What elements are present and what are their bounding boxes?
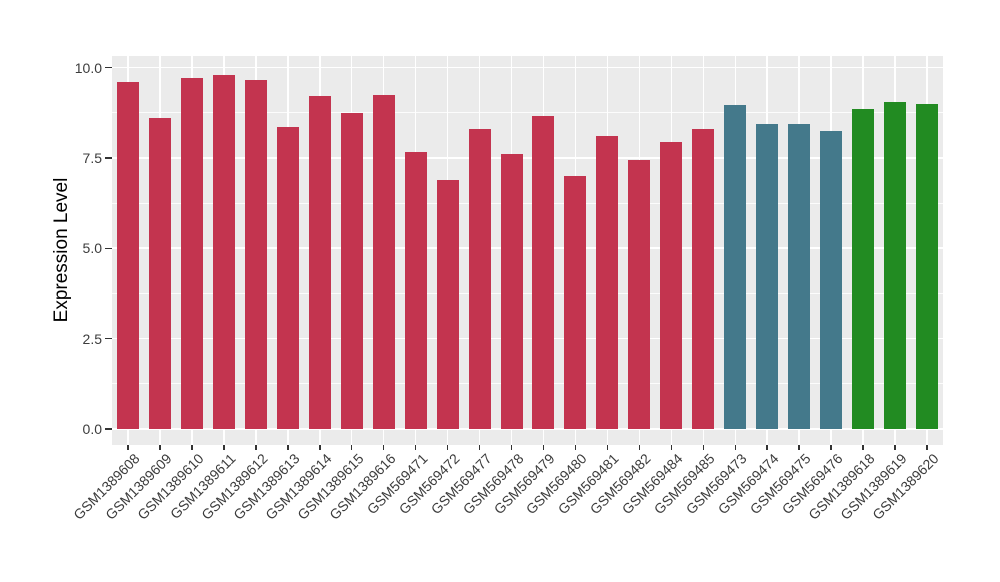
x-tick-mark xyxy=(382,445,385,450)
bar xyxy=(468,128,491,429)
bar xyxy=(756,123,779,429)
y-minor-gridline xyxy=(112,112,943,114)
y-major-gridline xyxy=(112,247,943,250)
y-tick-mark xyxy=(105,157,112,159)
x-tick-mark xyxy=(894,445,896,450)
bar xyxy=(532,116,555,429)
x-tick-mark xyxy=(414,445,417,450)
plot-panel xyxy=(112,56,943,445)
x-tick-mark xyxy=(606,445,609,450)
y-major-gridline xyxy=(112,428,943,430)
bar xyxy=(372,94,395,429)
bar xyxy=(788,123,811,429)
x-tick-mark xyxy=(542,445,545,450)
bar xyxy=(436,179,459,429)
x-tick-mark xyxy=(766,445,768,450)
x-tick-mark xyxy=(670,445,673,450)
y-major-gridline xyxy=(112,66,943,69)
bar xyxy=(500,154,523,429)
y-tick-mark xyxy=(105,66,112,69)
x-tick-mark xyxy=(798,445,800,450)
x-tick-mark xyxy=(478,445,481,450)
x-tick-mark xyxy=(446,445,449,450)
bar xyxy=(276,127,299,429)
x-tick-mark xyxy=(159,445,161,450)
bar xyxy=(884,101,907,429)
y-tick-mark xyxy=(105,428,112,430)
y-minor-gridline xyxy=(112,383,943,385)
y-tick-label: 2.5 xyxy=(82,330,102,347)
x-tick-mark xyxy=(255,445,257,450)
y-tick-label: 0.0 xyxy=(82,421,102,437)
y-tick-label: 7.5 xyxy=(82,149,102,166)
bar xyxy=(596,136,619,429)
x-tick-mark xyxy=(191,445,193,450)
x-tick-mark xyxy=(862,445,864,450)
x-tick-mark xyxy=(319,445,321,450)
y-tick-label: 10.0 xyxy=(74,59,102,76)
x-tick-mark xyxy=(638,445,641,450)
x-tick-mark xyxy=(223,445,225,450)
bar xyxy=(308,96,331,429)
y-tick-label: 5.0 xyxy=(82,240,102,257)
bar xyxy=(564,175,587,429)
y-major-gridline xyxy=(112,157,943,159)
bar xyxy=(692,128,715,429)
bar xyxy=(148,118,171,429)
bar xyxy=(244,80,267,429)
x-tick-mark xyxy=(510,445,513,450)
y-tick-mark xyxy=(105,337,112,340)
bar xyxy=(340,112,363,429)
x-tick-mark xyxy=(830,445,832,450)
y-minor-gridline xyxy=(112,202,943,204)
y-minor-gridline xyxy=(112,292,943,294)
bar xyxy=(724,105,747,429)
y-tick-mark xyxy=(105,247,112,249)
bar xyxy=(660,141,683,429)
x-tick-mark xyxy=(926,445,928,450)
x-tick-mark xyxy=(287,445,289,450)
y-major-gridline xyxy=(112,337,943,340)
x-tick-mark xyxy=(734,445,736,450)
x-tick-mark xyxy=(574,445,577,450)
bar xyxy=(916,103,939,429)
x-tick-mark xyxy=(702,445,705,450)
bar xyxy=(180,78,203,429)
bar xyxy=(820,130,843,429)
x-tick-mark xyxy=(350,445,353,450)
bar xyxy=(212,74,235,429)
bar xyxy=(852,109,875,429)
bar xyxy=(404,152,427,429)
bar xyxy=(628,159,651,429)
bar xyxy=(116,81,139,429)
x-tick-mark xyxy=(127,445,129,450)
